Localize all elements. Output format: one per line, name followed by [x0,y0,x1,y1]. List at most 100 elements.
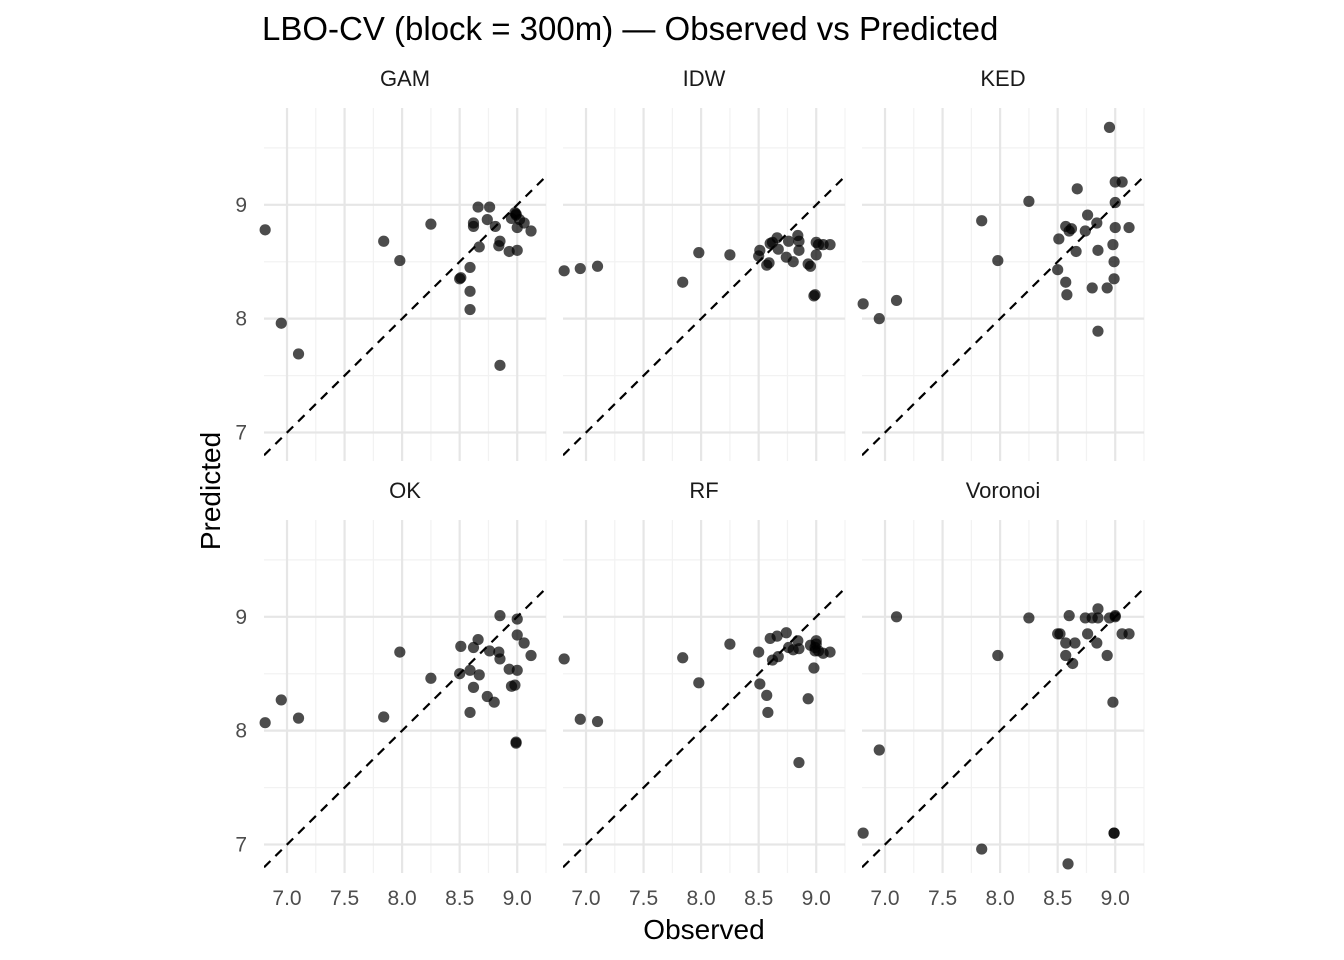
data-point [394,646,406,658]
data-point [1091,217,1103,229]
data-point [511,629,523,641]
data-point [793,756,805,769]
data-point [763,257,775,269]
y-tick-label: 9 [235,606,247,629]
data-point [857,298,869,310]
data-point [724,638,736,650]
data-point [454,668,466,680]
facet-label: Voronoi [966,478,1041,503]
data-point [992,649,1004,662]
data-point [857,827,869,839]
data-point [394,254,406,267]
data-point [464,261,476,274]
panel-voronoi: Voronoi 7.0 7.5 8.0 8.5 9.0 [857,478,1145,910]
data-point [793,235,805,247]
data-point [1123,628,1135,640]
data-point [1092,612,1104,624]
data-point [1108,256,1120,268]
reference-line [862,175,1144,457]
data-point [809,289,821,301]
data-point [591,715,604,728]
data-point [481,213,493,226]
data-point [1107,696,1119,708]
data-point [677,276,689,288]
data-point [793,244,805,256]
data-point [464,303,476,316]
data-point [1109,196,1121,209]
data-point [1103,121,1116,133]
y-tick-label: 7 [235,422,247,445]
data-point [1108,273,1120,285]
data-point [467,220,480,233]
data-point [804,260,817,272]
data-point [484,201,496,213]
data-point [677,652,689,664]
data-point [780,627,792,639]
data-point [292,712,305,724]
data-point [259,717,271,729]
data-point [1060,637,1072,649]
data-point [275,694,287,706]
data-point [1109,610,1121,622]
x-tick-label: 7.5 [928,887,957,910]
data-point [771,630,783,642]
data-point [1070,245,1082,258]
x-tick-label: 8.5 [445,887,474,910]
data-point [455,272,467,284]
data-point [783,235,795,247]
reference-line [862,587,1144,869]
data-point [591,260,604,272]
data-point [1101,282,1113,294]
data-point [378,235,390,247]
data-point [525,225,537,237]
reference-line [264,587,546,869]
data-point [509,679,521,691]
reference-line [563,175,845,457]
data-point [511,613,523,625]
x-tick-label: 8.0 [986,887,1015,910]
data-point [511,244,523,256]
data-point [1023,195,1035,207]
data-point [1053,233,1065,245]
data-point [473,241,485,253]
data-point [810,249,822,261]
data-point [473,669,485,681]
data-point [484,645,496,657]
data-point [693,247,705,259]
data-point [1109,221,1121,234]
data-point [753,646,765,658]
data-point [873,744,885,756]
data-point [494,653,506,665]
reference-line [264,175,546,457]
data-point [1107,239,1119,251]
y-tick-label: 8 [235,308,247,331]
data-point [1092,325,1104,337]
data-point [754,678,766,690]
data-point [472,201,484,213]
data-point [1123,221,1135,234]
data-point [1054,628,1066,640]
data-point [464,285,476,297]
data-point [425,672,437,684]
data-point [494,610,506,622]
data-point [378,711,390,723]
data-point [772,243,784,255]
facet-label: KED [980,66,1025,91]
facet-label: RF [689,478,718,503]
data-point [574,262,586,275]
data-point [467,681,480,693]
x-tick-label: 8.5 [744,887,773,910]
panel-idw: IDW [558,66,846,461]
x-tick-label: 9.0 [503,887,532,910]
data-point [488,696,500,708]
reference-line [563,587,845,869]
data-point [824,239,836,251]
data-point [793,643,805,655]
data-point [693,677,705,689]
data-point [1052,264,1064,276]
facet-label: OK [389,478,421,503]
data-point [1063,610,1075,622]
data-point [425,218,437,230]
y-tick-label: 8 [235,720,247,743]
x-tick-label: 9.0 [802,887,831,910]
